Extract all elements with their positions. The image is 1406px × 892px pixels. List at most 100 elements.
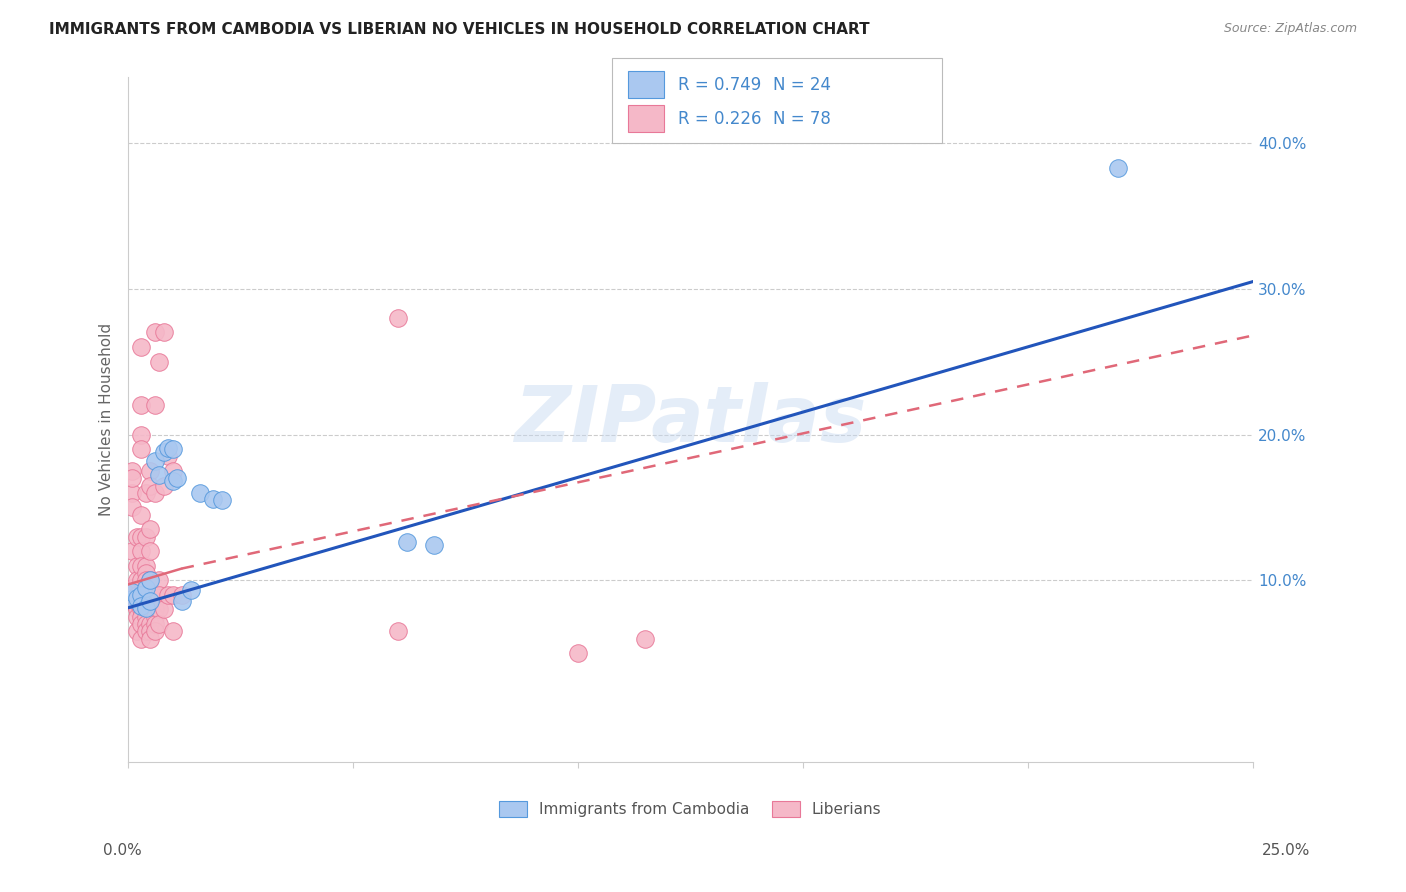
Point (135, 617, 157, 632)
Point (135, 581, 157, 595)
Point (129, 442, 152, 456)
Point (139, 574, 162, 588)
Point (121, 588, 143, 602)
Point (143, 326, 166, 340)
Point (143, 588, 166, 602)
Text: R = 0.226: R = 0.226 (678, 110, 761, 128)
Point (143, 398, 166, 412)
Point (143, 624, 166, 639)
Text: IMMIGRANTS FROM CAMBODIA VS LIBERIAN NO VEHICLES IN HOUSEHOLD CORRELATION CHART: IMMIGRANTS FROM CAMBODIA VS LIBERIAN NO … (49, 22, 870, 37)
Point (152, 602, 174, 616)
Point (157, 450, 180, 464)
Point (135, 574, 157, 588)
Point (152, 445, 174, 459)
Point (1107, 161, 1129, 175)
Point (129, 508, 152, 522)
Point (170, 588, 193, 602)
Point (135, 601, 157, 615)
Point (157, 441, 180, 455)
Point (129, 529, 152, 543)
Point (121, 595, 143, 609)
Point (121, 500, 143, 515)
Point (135, 624, 157, 639)
Point (423, 538, 446, 552)
Point (125, 591, 148, 605)
Point (211, 493, 233, 508)
Point (135, 588, 157, 602)
Point (180, 583, 202, 598)
Point (121, 471, 143, 485)
Point (634, 632, 657, 646)
Point (129, 574, 152, 588)
Point (135, 609, 157, 624)
Point (139, 602, 162, 616)
Point (148, 468, 170, 483)
Point (135, 595, 157, 609)
Point (567, 646, 589, 660)
Point (135, 529, 157, 543)
Point (148, 588, 170, 602)
Text: Source: ZipAtlas.com: Source: ZipAtlas.com (1223, 22, 1357, 36)
Point (121, 581, 143, 595)
Point (148, 354, 170, 368)
Point (135, 485, 157, 500)
Point (387, 310, 409, 325)
Point (129, 558, 152, 573)
Y-axis label: No Vehicles in Household: No Vehicles in Household (100, 324, 114, 516)
Point (162, 442, 184, 456)
Point (139, 464, 162, 478)
Point (387, 624, 409, 639)
Point (135, 602, 157, 616)
Point (139, 478, 162, 492)
Point (129, 602, 152, 616)
Point (139, 544, 162, 558)
Point (121, 585, 143, 599)
Point (129, 609, 152, 624)
Point (202, 491, 225, 506)
Point (143, 485, 166, 500)
Point (152, 326, 174, 340)
Point (121, 544, 143, 558)
Point (148, 617, 170, 632)
Point (129, 617, 152, 632)
Point (162, 464, 184, 478)
Point (125, 588, 148, 602)
Point (139, 632, 162, 646)
Point (121, 592, 143, 607)
Point (139, 624, 162, 639)
Text: 0.0%: 0.0% (103, 843, 142, 858)
Point (157, 588, 180, 602)
Point (135, 558, 157, 573)
Point (129, 544, 152, 558)
Point (129, 588, 152, 602)
Text: ZIPatlas: ZIPatlas (515, 382, 866, 458)
Point (139, 617, 162, 632)
Point (125, 624, 148, 639)
Point (135, 566, 157, 580)
Point (129, 595, 152, 609)
Point (125, 574, 148, 588)
Point (148, 602, 170, 616)
Point (143, 617, 166, 632)
Point (143, 609, 166, 624)
Point (139, 522, 162, 536)
Point (129, 340, 152, 354)
Point (129, 588, 152, 602)
Point (139, 588, 162, 602)
Point (162, 624, 184, 639)
Point (395, 535, 418, 549)
Point (125, 529, 148, 543)
Point (148, 574, 170, 588)
Point (139, 593, 162, 607)
Text: 25.0%: 25.0% (1263, 843, 1310, 858)
Point (166, 471, 188, 485)
Text: N = 78: N = 78 (773, 110, 831, 128)
Text: N = 24: N = 24 (773, 76, 831, 94)
Point (125, 558, 148, 573)
Point (188, 485, 211, 500)
Legend: Immigrants from Cambodia, Liberians: Immigrants from Cambodia, Liberians (494, 795, 887, 823)
Point (152, 478, 174, 492)
Point (129, 632, 152, 646)
Point (162, 474, 184, 488)
Point (162, 588, 184, 602)
